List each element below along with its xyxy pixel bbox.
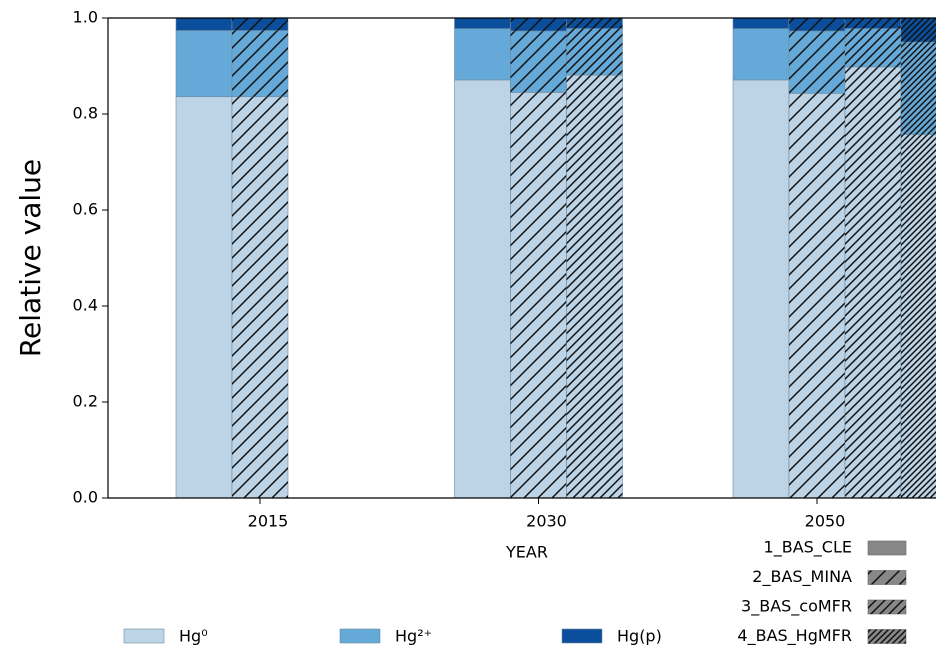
y-tick-label: 0.6 bbox=[73, 200, 98, 219]
hatch bbox=[566, 18, 623, 29]
hatch bbox=[232, 30, 288, 97]
y-tick-label: 0.2 bbox=[73, 392, 98, 411]
legend-swatch bbox=[339, 628, 381, 644]
bar-segment bbox=[732, 17, 790, 29]
hatch bbox=[232, 96, 288, 498]
x-axis-label: YEAR bbox=[505, 543, 548, 562]
bar-segment bbox=[732, 79, 790, 499]
legend-hatch bbox=[868, 600, 906, 614]
hatch bbox=[901, 18, 936, 42]
hatch bbox=[901, 134, 936, 498]
x-tick-label: 2030 bbox=[526, 512, 567, 531]
hatch bbox=[510, 18, 567, 31]
legend-label: 3_BAS_coMFR bbox=[741, 597, 852, 617]
y-tick-label: 0.4 bbox=[73, 296, 98, 315]
bar-segment bbox=[454, 79, 511, 499]
y-tick-label: 1.0 bbox=[73, 8, 98, 27]
legend-swatch bbox=[867, 540, 907, 556]
bar-segment bbox=[454, 28, 511, 81]
legend-label: 4_BAS_HgMFR bbox=[737, 626, 852, 646]
bar-segment bbox=[175, 17, 233, 31]
x-tick-label: 2015 bbox=[248, 512, 289, 531]
hatch bbox=[789, 18, 845, 31]
y-axis-label: Relative value bbox=[14, 159, 47, 357]
y-tick-label: 0.8 bbox=[73, 104, 98, 123]
legend-label: 2_BAS_MINA bbox=[752, 567, 852, 587]
legend-label: 1_BAS_CLE bbox=[764, 538, 852, 558]
legend-label: Hg(p) bbox=[617, 627, 662, 646]
hatch bbox=[232, 18, 288, 31]
hatch bbox=[510, 30, 567, 93]
hatch bbox=[901, 42, 936, 135]
legend-hatch bbox=[868, 570, 906, 585]
bar-segment bbox=[175, 30, 233, 98]
hatch bbox=[845, 66, 901, 499]
legend-swatch bbox=[123, 628, 165, 644]
hatch bbox=[845, 18, 901, 29]
legend-label: Hg²⁺ bbox=[395, 627, 432, 646]
hatch bbox=[566, 28, 623, 76]
hatch bbox=[789, 30, 845, 94]
bar-segment bbox=[454, 17, 511, 29]
legend-swatch bbox=[561, 628, 603, 644]
hatch bbox=[566, 75, 623, 499]
hatch bbox=[789, 93, 845, 499]
bar-segment bbox=[732, 28, 790, 81]
hatch bbox=[845, 28, 901, 67]
hatch bbox=[510, 92, 567, 499]
x-tick-label: 2050 bbox=[805, 512, 846, 531]
legend-hatch bbox=[868, 629, 906, 644]
y-tick-label: 0.0 bbox=[73, 488, 98, 507]
legend-label: Hg⁰ bbox=[179, 627, 208, 646]
bar-segment bbox=[175, 96, 233, 499]
